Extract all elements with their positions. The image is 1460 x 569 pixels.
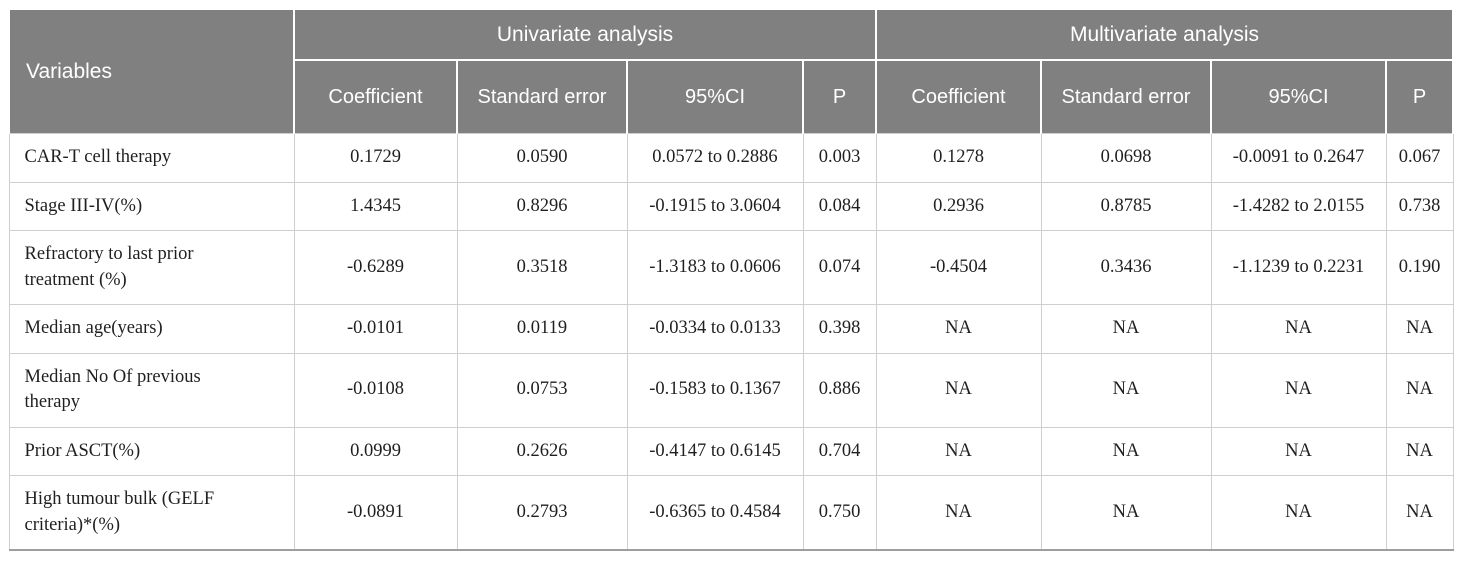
table-row: Median age(years) -0.0101 0.0119 -0.0334… [8, 304, 1454, 354]
univariate-p-value: 0.886 [802, 352, 877, 428]
univariate-coefficient-value: 1.4345 [293, 181, 458, 232]
univariate-p-value: 0.003 [802, 133, 877, 183]
univariate-95ci-value: -0.0334 to 0.0133 [626, 304, 804, 354]
multivariate-p-value: NA [1385, 352, 1454, 428]
table-row: Stage III-IV(%) 1.4345 0.8296 -0.1915 to… [8, 181, 1454, 232]
column-group-multivariate: Multivariate analysis [874, 8, 1455, 61]
multivariate-p-value: 0.067 [1385, 133, 1454, 183]
multivariate-95ci-value: -0.0091 to 0.2647 [1210, 133, 1387, 183]
variable-label: Median No Of previous therapy [8, 352, 295, 428]
column-header-multivariate-p: P [1384, 59, 1455, 134]
univariate-standard-error-value: 0.0753 [456, 352, 628, 428]
multivariate-standard-error-value: NA [1040, 426, 1212, 477]
univariate-coefficient-value: -0.0101 [293, 304, 458, 354]
multivariate-95ci-value: -1.4282 to 2.0155 [1210, 181, 1387, 232]
variable-label: Stage III-IV(%) [8, 181, 295, 232]
multivariate-95ci-value: -1.1239 to 0.2231 [1210, 230, 1387, 306]
column-header-multivariate-95ci: 95%CI [1210, 59, 1387, 134]
multivariate-standard-error-value: 0.0698 [1040, 133, 1212, 183]
multivariate-standard-error-value: NA [1040, 475, 1212, 552]
table-row: Refractory to last prior treatment (%) -… [8, 230, 1454, 306]
multivariate-coefficient-value: NA [875, 475, 1042, 552]
column-header-multivariate-coefficient: Coefficient [875, 59, 1042, 134]
column-header-variables: Variables [8, 8, 295, 134]
variable-label: High tumour bulk (GELF criteria)*(%) [8, 475, 295, 552]
variable-label: Median age(years) [8, 304, 295, 354]
multivariate-standard-error-value: NA [1040, 352, 1212, 428]
table-header: Variables Univariate analysis Multivaria… [8, 8, 1455, 134]
multivariate-95ci-value: NA [1210, 475, 1387, 552]
column-header-univariate-p: P [802, 59, 877, 134]
univariate-p-value: 0.750 [802, 475, 877, 552]
univariate-coefficient-value: -0.6289 [293, 230, 458, 306]
column-header-multivariate-standard-error: Standard error [1040, 59, 1212, 134]
univariate-standard-error-value: 0.3518 [456, 230, 628, 306]
univariate-coefficient-value: 0.1729 [293, 133, 458, 183]
table-row: CAR-T cell therapy 0.1729 0.0590 0.0572 … [8, 133, 1454, 183]
univariate-standard-error-value: 0.2626 [456, 426, 628, 477]
univariate-standard-error-value: 0.0590 [456, 133, 628, 183]
univariate-standard-error-value: 0.8296 [456, 181, 628, 232]
variable-label: CAR-T cell therapy [8, 133, 295, 183]
univariate-95ci-value: -1.3183 to 0.0606 [626, 230, 804, 306]
table-row: High tumour bulk (GELF criteria)*(%) -0.… [8, 475, 1454, 552]
column-header-univariate-coefficient: Coefficient [293, 59, 458, 134]
univariate-coefficient-value: -0.0108 [293, 352, 458, 428]
multivariate-coefficient-value: NA [875, 304, 1042, 354]
multivariate-coefficient-value: 0.2936 [875, 181, 1042, 232]
table-row: Median No Of previous therapy -0.0108 0.… [8, 352, 1454, 428]
variable-label: Refractory to last prior treatment (%) [8, 230, 295, 306]
univariate-95ci-value: -0.1915 to 3.0604 [626, 181, 804, 232]
multivariate-p-value: 0.738 [1385, 181, 1454, 232]
multivariate-95ci-value: NA [1210, 426, 1387, 477]
multivariate-p-value: 0.190 [1385, 230, 1454, 306]
multivariate-p-value: NA [1385, 426, 1454, 477]
column-group-univariate: Univariate analysis [293, 8, 877, 61]
multivariate-coefficient-value: NA [875, 426, 1042, 477]
multivariate-standard-error-value: 0.8785 [1040, 181, 1212, 232]
univariate-standard-error-value: 0.2793 [456, 475, 628, 552]
univariate-p-value: 0.398 [802, 304, 877, 354]
multivariate-95ci-value: NA [1210, 304, 1387, 354]
multivariate-standard-error-value: 0.3436 [1040, 230, 1212, 306]
multivariate-95ci-value: NA [1210, 352, 1387, 428]
univariate-p-value: 0.084 [802, 181, 877, 232]
multivariate-standard-error-value: NA [1040, 304, 1212, 354]
univariate-95ci-value: -0.1583 to 0.1367 [626, 352, 804, 428]
header-group-row: Variables Univariate analysis Multivaria… [8, 8, 1455, 134]
multivariate-p-value: NA [1385, 304, 1454, 354]
univariate-p-value: 0.704 [802, 426, 877, 477]
univariate-coefficient-value: 0.0999 [293, 426, 458, 477]
univariate-p-value: 0.074 [802, 230, 877, 306]
variable-label: Prior ASCT(%) [8, 426, 295, 477]
column-header-univariate-95ci: 95%CI [626, 59, 804, 134]
multivariate-p-value: NA [1385, 475, 1454, 552]
header-sub-row: Coefficient Standard error 95%CI P Coeff… [9, 59, 1455, 134]
univariate-standard-error-value: 0.0119 [456, 304, 628, 354]
table-row: Prior ASCT(%) 0.0999 0.2626 -0.4147 to 0… [8, 426, 1454, 477]
univariate-95ci-value: -0.4147 to 0.6145 [626, 426, 804, 477]
analysis-table: Variables Univariate analysis Multivaria… [8, 8, 1455, 552]
column-header-univariate-standard-error: Standard error [456, 59, 628, 134]
multivariate-coefficient-value: 0.1278 [875, 133, 1042, 183]
multivariate-coefficient-value: NA [875, 352, 1042, 428]
table-body: CAR-T cell therapy 0.1729 0.0590 0.0572 … [8, 133, 1454, 552]
multivariate-coefficient-value: -0.4504 [875, 230, 1042, 306]
univariate-95ci-value: -0.6365 to 0.4584 [626, 475, 804, 552]
univariate-95ci-value: 0.0572 to 0.2886 [626, 133, 804, 183]
univariate-coefficient-value: -0.0891 [293, 475, 458, 552]
